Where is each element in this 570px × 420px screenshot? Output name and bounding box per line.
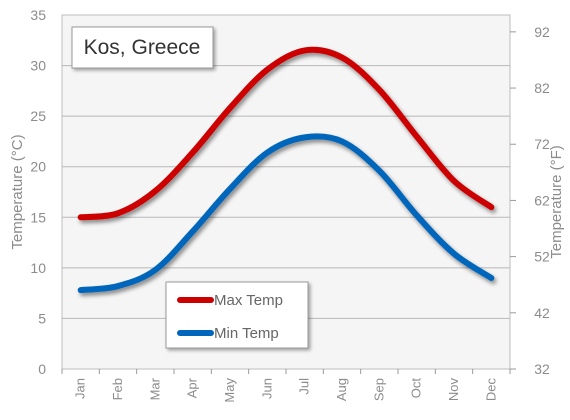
month-label: Sep: [371, 378, 386, 401]
right-tick-label: 92: [534, 24, 550, 40]
right-axis-title: Temperature (°F): [548, 145, 565, 259]
legend: Max Temp Min Temp: [165, 281, 309, 349]
right-tick-label: 72: [534, 136, 550, 152]
left-tick-label: 20: [30, 159, 46, 175]
right-tick-label: 82: [534, 80, 550, 96]
x-axis-ticks: Jan Feb Mar Apr May Jun Jul Aug Sep Oct Nov Dec: [61, 369, 511, 403]
left-tick-label: 30: [30, 58, 46, 74]
left-tick-label: 35: [30, 7, 46, 23]
series-line-min-temp: [77, 133, 495, 294]
legend-label-min-temp: Min Temp: [214, 325, 279, 342]
month-label: Apr: [185, 377, 200, 398]
right-axis-ticks: 32 42 52 62 72 82 92: [510, 24, 550, 377]
gridlines: [62, 65, 510, 319]
month-label: Jun: [259, 378, 274, 399]
left-tick-label: 0: [38, 361, 46, 377]
left-axis-title: Temperature (°C): [9, 134, 26, 249]
left-axis-ticks: 0 5 10 15 20 25 30 35: [30, 7, 46, 377]
month-label: Dec: [483, 378, 498, 402]
left-tick-label: 25: [30, 108, 46, 124]
month-label: Mar: [147, 377, 162, 400]
left-tick-label: 10: [30, 260, 46, 276]
series-lines: [77, 46, 495, 294]
month-label: Feb: [110, 378, 125, 400]
month-label: Jul: [297, 378, 312, 395]
left-tick-label: 15: [30, 209, 46, 225]
legend-frame: [165, 281, 309, 349]
title-box-frame: [71, 26, 214, 69]
right-tick-label: 62: [534, 192, 550, 208]
month-label: Jan: [73, 378, 88, 399]
legend-label-max-temp: Max Temp: [214, 292, 283, 309]
right-tick-label: 42: [534, 305, 550, 321]
right-tick-label: 32: [534, 361, 550, 377]
month-label: Aug: [334, 378, 349, 401]
month-label: Oct: [409, 378, 424, 399]
left-tick-label: 5: [38, 310, 46, 326]
month-label: Nov: [446, 378, 461, 402]
month-label: May: [222, 378, 237, 403]
series-line-max-temp: [77, 46, 495, 221]
chart-title-box: Kos, Greece: [71, 26, 214, 69]
right-tick-label: 52: [534, 249, 550, 265]
chart-title: Kos, Greece: [84, 36, 201, 59]
